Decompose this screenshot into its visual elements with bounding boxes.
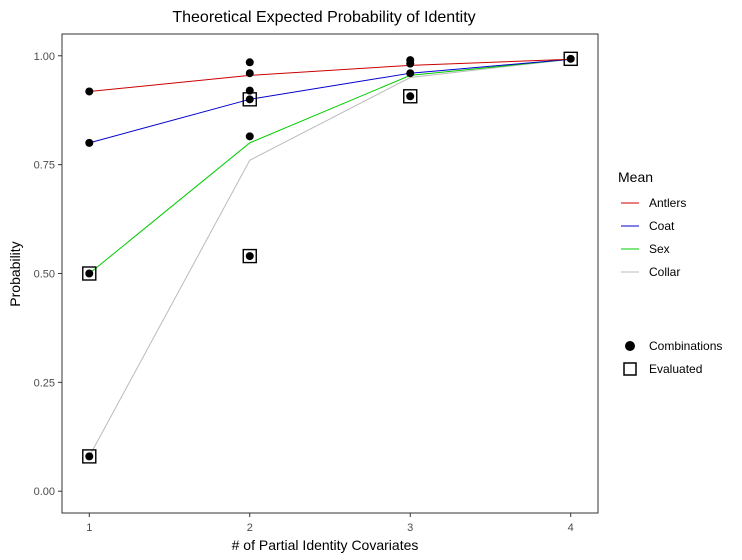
x-tick-label: 2 — [247, 522, 253, 534]
combination-point — [245, 132, 254, 141]
y-tick-label: 0.75 — [34, 160, 55, 172]
y-tick-label: 0.00 — [34, 486, 55, 498]
combination-point — [566, 54, 575, 63]
combination-point — [245, 58, 254, 67]
legend-key-evaluated — [623, 362, 637, 376]
combination-point — [245, 86, 254, 95]
combination-point — [245, 252, 254, 261]
y-tick-label: 0.25 — [34, 377, 55, 389]
evaluated-point — [82, 449, 97, 464]
y-axis-title: Probability — [7, 241, 23, 306]
combination-point — [406, 59, 415, 68]
evaluated-point — [403, 89, 418, 104]
plot-panel-border — [61, 33, 599, 514]
legend-shape: Combinations Evaluated — [623, 339, 722, 376]
combination-point — [245, 69, 254, 78]
series-line-collar — [88, 58, 571, 457]
combination-point — [85, 452, 94, 461]
series-line-antlers — [89, 58, 571, 92]
y-tick-label: 1.00 — [34, 51, 55, 63]
series-line-sex — [88, 58, 571, 274]
x-axis: 1 2 3 4 — [86, 513, 574, 534]
y-axis: 0.00 0.25 0.50 0.75 1.00 — [34, 51, 62, 498]
legend-mean: Mean Antlers Coat Sex Collar — [618, 169, 686, 279]
evaluated-point — [82, 266, 97, 281]
combination-point — [245, 95, 254, 104]
legend-label-collar: Collar — [649, 265, 680, 279]
points-layer — [82, 51, 578, 464]
x-tick-label: 1 — [86, 522, 92, 534]
x-tick-label: 4 — [568, 522, 574, 534]
chart-title: Theoretical Expected Probability of Iden… — [172, 9, 475, 26]
combination-point — [85, 269, 94, 278]
series-lines — [88, 58, 571, 457]
series-line-coat — [89, 58, 571, 144]
legend-label-sex: Sex — [649, 242, 670, 256]
evaluated-point — [242, 248, 257, 264]
legend-label-coat: Coat — [649, 219, 675, 233]
combination-point — [85, 87, 94, 96]
combination-point — [85, 138, 94, 147]
legend-key-combinations — [625, 341, 635, 351]
legend-label-evaluated: Evaluated — [649, 362, 702, 376]
y-tick-label: 0.50 — [34, 269, 55, 281]
x-tick-label: 3 — [407, 522, 413, 534]
evaluated-point — [563, 51, 578, 67]
legend-label-antlers: Antlers — [649, 196, 686, 210]
combination-point — [406, 69, 415, 78]
legend-mean-title: Mean — [618, 169, 653, 185]
legend-label-combinations: Combinations — [649, 339, 722, 353]
x-axis-title: # of Partial Identity Covariates — [232, 537, 419, 553]
combination-point — [406, 92, 415, 101]
